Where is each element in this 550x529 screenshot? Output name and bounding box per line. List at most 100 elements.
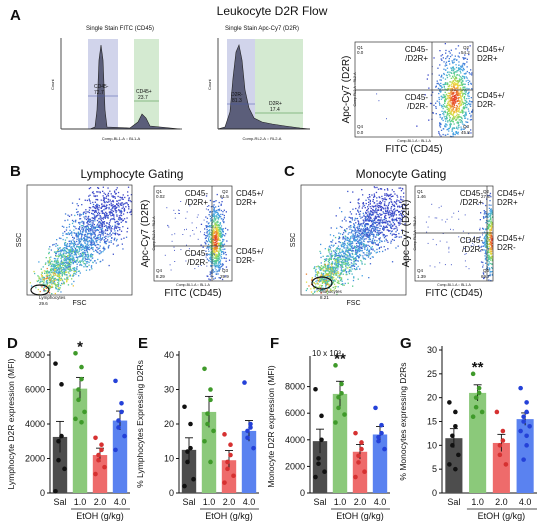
event-dot bbox=[83, 253, 85, 255]
event-dot bbox=[466, 66, 468, 68]
event-dot bbox=[120, 204, 123, 206]
scatter-frame bbox=[26, 184, 133, 296]
event-dot bbox=[50, 275, 53, 277]
event-dot bbox=[345, 231, 347, 233]
event-dot bbox=[326, 289, 328, 291]
event-dot bbox=[77, 251, 80, 253]
event-dot bbox=[213, 241, 215, 244]
event-dot bbox=[219, 223, 222, 225]
event-dot bbox=[391, 218, 393, 220]
event-dot bbox=[344, 235, 346, 237]
event-dot bbox=[222, 263, 224, 266]
event-dot bbox=[120, 202, 122, 204]
event-dot bbox=[206, 232, 208, 234]
event-dot bbox=[92, 203, 95, 206]
event-dot bbox=[359, 215, 361, 217]
event-dot bbox=[326, 270, 328, 272]
event-dot bbox=[107, 201, 109, 203]
event-dot bbox=[123, 218, 126, 220]
event-dot bbox=[316, 290, 318, 293]
event-dot bbox=[88, 206, 91, 209]
event-dot bbox=[353, 230, 355, 232]
event-dot bbox=[457, 92, 460, 95]
event-dot bbox=[393, 213, 396, 215]
event-dot bbox=[337, 280, 339, 282]
event-dot bbox=[115, 192, 117, 195]
event-dot bbox=[106, 216, 108, 218]
event-dot bbox=[74, 247, 77, 250]
event-dot bbox=[103, 249, 105, 251]
event-dot bbox=[316, 289, 318, 291]
event-dot bbox=[90, 256, 92, 258]
event-dot bbox=[348, 271, 351, 273]
event-dot bbox=[461, 83, 464, 86]
event-dot bbox=[216, 232, 218, 234]
event-dot bbox=[107, 192, 110, 194]
event-dot bbox=[450, 96, 453, 99]
event-dot bbox=[82, 259, 84, 261]
event-dot bbox=[55, 245, 57, 247]
event-dot bbox=[339, 252, 342, 254]
event-dot bbox=[363, 214, 365, 216]
event-dot bbox=[352, 279, 355, 282]
event-dot bbox=[372, 248, 374, 250]
event-dot bbox=[217, 257, 220, 259]
event-dot bbox=[108, 222, 111, 224]
event-dot bbox=[338, 255, 341, 257]
event-dot bbox=[342, 236, 344, 238]
event-dot bbox=[390, 242, 392, 244]
event-dot bbox=[74, 252, 76, 254]
event-dot bbox=[85, 258, 87, 260]
event-dot bbox=[398, 222, 400, 224]
event-dot bbox=[457, 128, 459, 130]
event-dot bbox=[383, 204, 386, 207]
event-dot bbox=[371, 219, 373, 221]
event-dot bbox=[394, 236, 396, 238]
event-dot bbox=[452, 86, 455, 88]
event-dot bbox=[453, 116, 455, 118]
event-dot bbox=[315, 286, 317, 288]
event-dot bbox=[336, 266, 338, 269]
event-dot bbox=[75, 233, 77, 235]
event-dot bbox=[101, 232, 103, 234]
event-dot bbox=[340, 283, 342, 285]
event-dot bbox=[112, 196, 114, 198]
event-dot bbox=[81, 233, 83, 235]
event-dot bbox=[87, 237, 89, 239]
event-dot bbox=[375, 236, 377, 238]
event-dot bbox=[352, 234, 355, 236]
event-dot bbox=[209, 225, 211, 227]
event-dot bbox=[362, 194, 364, 196]
event-dot bbox=[66, 226, 68, 229]
event-dot bbox=[451, 130, 453, 132]
hist-fitc-title: Single Stain FITC (CD45) bbox=[86, 26, 154, 32]
event-dot bbox=[205, 216, 207, 218]
event-dot bbox=[396, 229, 398, 231]
event-dot bbox=[85, 231, 87, 234]
event-dot bbox=[212, 275, 214, 278]
event-dot bbox=[388, 194, 390, 196]
event-dot bbox=[454, 96, 456, 99]
event-dot bbox=[73, 267, 75, 269]
event-dot bbox=[362, 229, 364, 231]
event-dot bbox=[453, 104, 456, 107]
event-dot bbox=[332, 250, 335, 252]
event-dot bbox=[450, 68, 453, 70]
event-dot bbox=[96, 207, 98, 209]
event-dot bbox=[466, 101, 468, 103]
event-dot bbox=[88, 187, 90, 190]
event-dot bbox=[367, 228, 369, 231]
event-dot bbox=[119, 218, 121, 220]
event-dot bbox=[207, 209, 209, 211]
event-dot bbox=[389, 214, 391, 216]
event-dot bbox=[388, 220, 390, 222]
event-dot bbox=[215, 247, 217, 249]
event-dot bbox=[118, 223, 120, 225]
event-dot bbox=[445, 120, 447, 122]
event-dot bbox=[469, 112, 471, 114]
event-dot bbox=[112, 232, 114, 234]
event-dot bbox=[377, 204, 380, 207]
event-dot bbox=[49, 279, 51, 281]
event-dot bbox=[349, 264, 351, 266]
event-dot bbox=[97, 223, 99, 225]
